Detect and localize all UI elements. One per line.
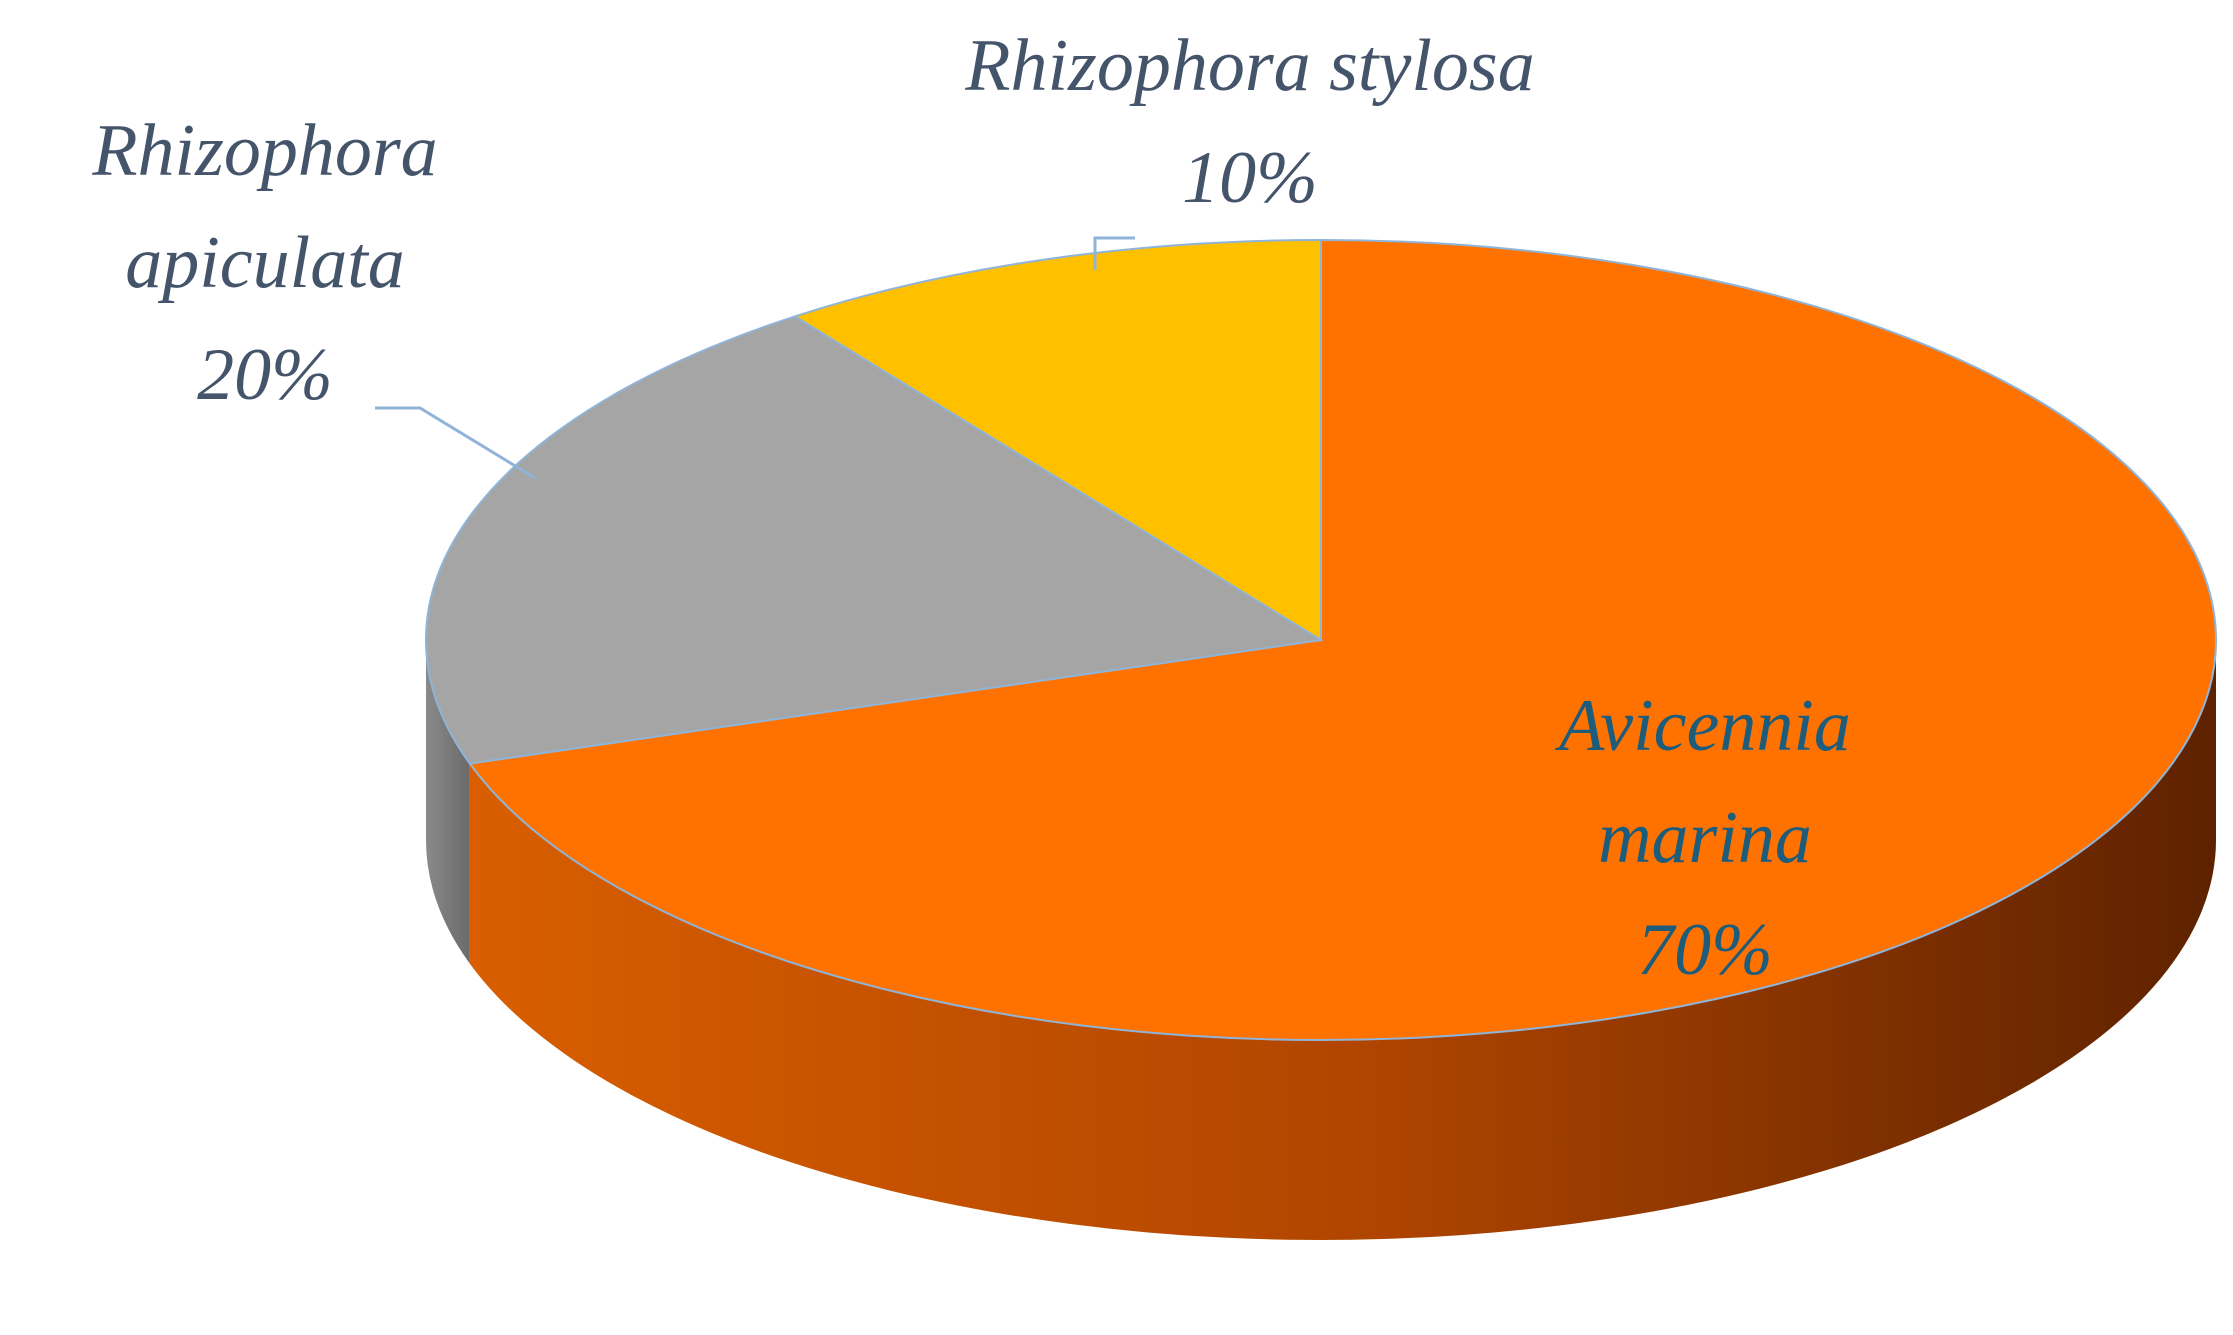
- slice: [425, 315, 1324, 765]
- value-label: 10%: [1182, 137, 1318, 219]
- data-label: Rhizophora apiculata 20%: [20, 95, 510, 431]
- value-label: 70%: [1637, 909, 1773, 991]
- data-label: Avicennia marina 70%: [1470, 670, 1940, 1006]
- leader-line: [375, 406, 536, 480]
- data-label: Rhizophora stylosa 10%: [820, 10, 1680, 234]
- slice-side: [426, 640, 470, 964]
- category-label: Rhizophora apiculata: [92, 110, 438, 304]
- slice: [468, 238, 2217, 1041]
- slice: [792, 238, 1322, 642]
- leader-line: [1093, 236, 1135, 270]
- value-label: 20%: [197, 334, 333, 416]
- category-label: Avicennia marina: [1559, 685, 1851, 879]
- category-label: Rhizophora stylosa: [965, 25, 1535, 107]
- slice-side: [469, 640, 2216, 1240]
